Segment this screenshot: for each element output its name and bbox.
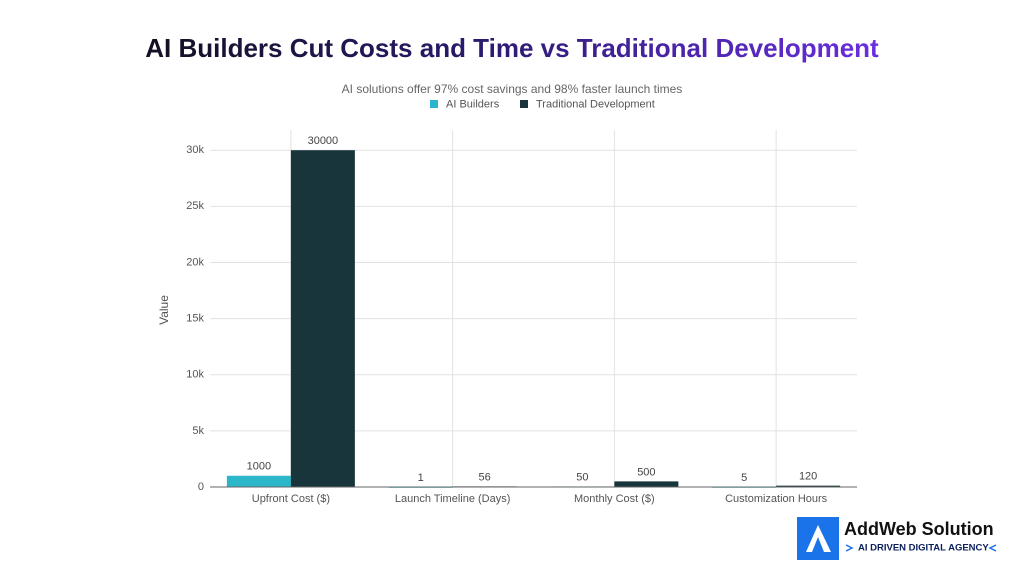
y-axis-label: Value [157,295,171,325]
legend-swatch [520,100,528,108]
page-title: AI Builders Cut Costs and Time vs Tradit… [145,33,879,63]
logo-name: AddWeb Solution [844,519,994,539]
x-tick-label: Launch Timeline (Days) [395,493,511,505]
y-tick-label: 0 [198,481,204,493]
value-label: 500 [637,466,655,478]
x-tick-label: Upfront Cost ($) [252,493,330,505]
logo-icon [797,517,839,560]
bar [226,475,291,487]
y-tick-label: 30k [186,144,204,156]
bar [776,485,841,487]
logo: AddWeb Solution AI DRIVEN DIGITAL AGENCY [797,517,997,560]
y-tick-label: 25k [186,200,204,212]
value-label: 1000 [247,461,271,473]
y-tick-label: 15k [186,313,204,325]
y-tick-label: 5k [192,425,204,437]
logo-arrows [845,544,997,552]
value-label: 120 [799,471,817,483]
logo-tagline: AI DRIVEN DIGITAL AGENCY [858,543,989,554]
value-label: 1 [418,472,424,484]
value-label: 56 [479,471,491,483]
value-label: 5 [741,472,747,484]
bar [290,150,355,487]
legend-swatch [430,100,438,108]
bar [614,481,679,487]
legend-label: Traditional Development [536,98,655,110]
x-tick-label: Monthly Cost ($) [574,493,655,505]
y-tick-label: 10k [186,369,204,381]
y-tick-label: 20k [186,256,204,268]
x-tick-label: Customization Hours [725,493,828,505]
chart-subtitle: AI solutions offer 97% cost savings and … [342,82,683,96]
logo-glyph [806,525,831,552]
value-label: 50 [576,471,588,483]
value-label: 30000 [308,135,339,147]
legend-label: AI Builders [446,98,500,110]
